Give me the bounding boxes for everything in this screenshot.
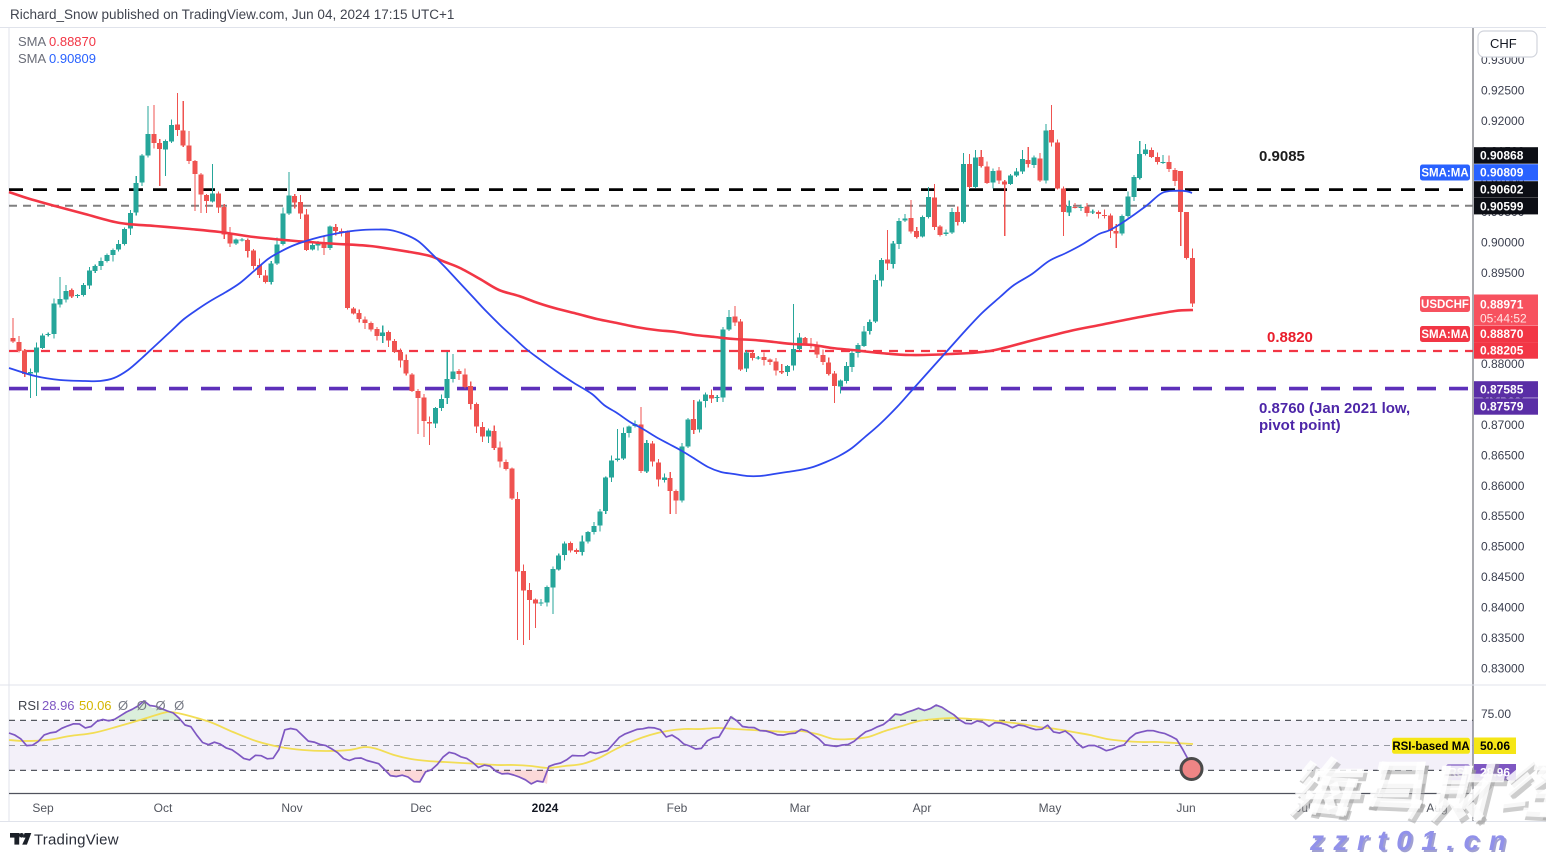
svg-text:0.90809: 0.90809	[1480, 166, 1524, 180]
svg-text:0.83000: 0.83000	[1481, 661, 1525, 675]
svg-text:pivot point): pivot point)	[1259, 417, 1341, 434]
svg-text:0.86000: 0.86000	[1481, 479, 1525, 493]
svg-text:50.06: 50.06	[79, 698, 112, 713]
svg-text:0.90599: 0.90599	[1480, 199, 1524, 213]
svg-text:0.88000: 0.88000	[1481, 357, 1525, 371]
svg-text:0.87585: 0.87585	[1480, 383, 1524, 397]
svg-text:0.89500: 0.89500	[1481, 266, 1525, 280]
svg-text:SMA:MA: SMA:MA	[1421, 168, 1468, 180]
svg-text:0.85000: 0.85000	[1481, 540, 1525, 554]
svg-text:0.88971: 0.88971	[1480, 298, 1524, 312]
svg-text:Dec: Dec	[410, 801, 431, 815]
svg-text:0.88870: 0.88870	[1480, 327, 1524, 341]
svg-text:SMA: SMA	[18, 51, 47, 66]
svg-text:Oct: Oct	[154, 801, 173, 815]
svg-text:0.90809: 0.90809	[49, 51, 96, 66]
svg-text:0.90868: 0.90868	[1480, 149, 1524, 163]
svg-text:Feb: Feb	[667, 801, 688, 815]
svg-text:zzrt01.cn: zzrt01.cn	[1309, 825, 1515, 856]
svg-text:0.9085: 0.9085	[1259, 148, 1305, 165]
svg-text:Jun: Jun	[1176, 801, 1195, 815]
svg-text:0.88870: 0.88870	[49, 34, 96, 49]
svg-text:0.92500: 0.92500	[1481, 83, 1525, 97]
svg-text:0.90000: 0.90000	[1481, 236, 1525, 250]
svg-text:Apr: Apr	[913, 801, 932, 815]
svg-text:05:44:52: 05:44:52	[1480, 312, 1527, 326]
svg-text:0.84000: 0.84000	[1481, 601, 1525, 615]
svg-text:Ø Ø Ø Ø: Ø Ø Ø Ø	[118, 698, 187, 713]
svg-text:USDCHF: USDCHF	[1421, 299, 1469, 311]
svg-text:0.87579: 0.87579	[1480, 400, 1524, 414]
svg-text:CHF: CHF	[1490, 36, 1517, 51]
svg-text:zzrt01.cn: zzrt01.cn	[1311, 827, 1517, 857]
svg-text:Mar: Mar	[790, 801, 811, 815]
svg-text:TradingView: TradingView	[34, 832, 119, 849]
svg-text:SMA: SMA	[18, 34, 47, 49]
svg-text:Sep: Sep	[32, 801, 54, 815]
svg-text:0.8760 (Jan 2021 low,: 0.8760 (Jan 2021 low,	[1259, 400, 1410, 417]
svg-text:May: May	[1039, 801, 1062, 815]
svg-text:28.96: 28.96	[42, 698, 75, 713]
svg-text:0.83500: 0.83500	[1481, 631, 1525, 645]
svg-text:0.8820: 0.8820	[1267, 329, 1313, 346]
svg-text:0.90602: 0.90602	[1480, 183, 1524, 197]
svg-text:2024: 2024	[532, 801, 559, 815]
svg-text:RSI-based MA: RSI-based MA	[1392, 741, 1469, 753]
svg-text:Nov: Nov	[281, 801, 302, 815]
svg-text:0.85500: 0.85500	[1481, 509, 1525, 523]
svg-text:0.87000: 0.87000	[1481, 418, 1525, 432]
svg-text:0.84500: 0.84500	[1481, 570, 1525, 584]
svg-text:50.06: 50.06	[1480, 739, 1510, 753]
svg-text:75.00: 75.00	[1481, 707, 1511, 721]
svg-text:RSI: RSI	[18, 698, 40, 713]
svg-text:Richard_Snow published on Trad: Richard_Snow published on TradingView.co…	[10, 7, 454, 22]
svg-text:SMA:MA: SMA:MA	[1421, 329, 1468, 341]
svg-text:0.86500: 0.86500	[1481, 448, 1525, 462]
svg-text:0.92000: 0.92000	[1481, 114, 1525, 128]
svg-text:0.88205: 0.88205	[1480, 344, 1524, 358]
